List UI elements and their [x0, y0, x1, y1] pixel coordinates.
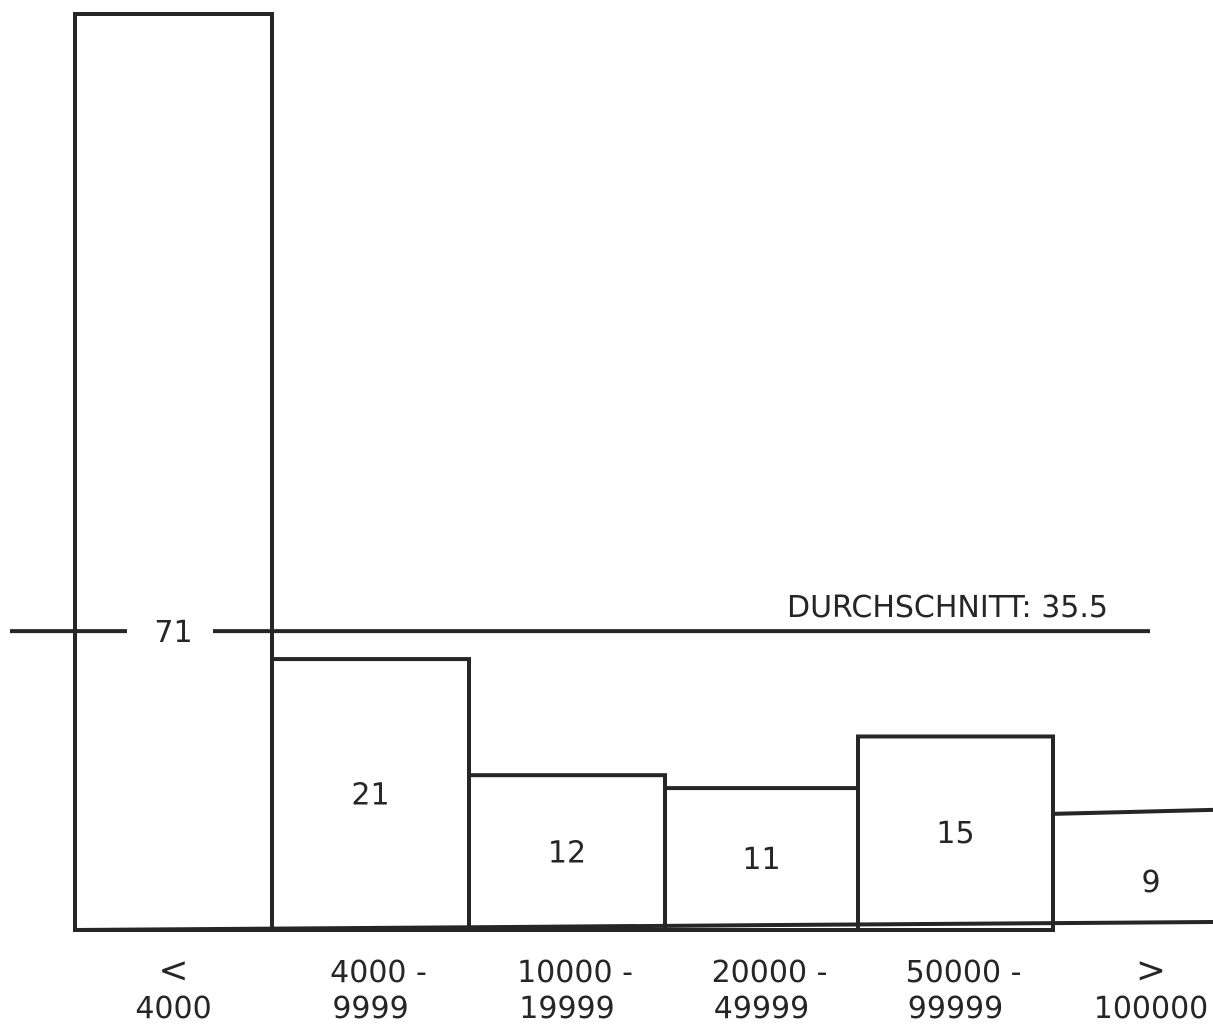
bar-0 [73, 12, 274, 932]
bars [73, 12, 1213, 933]
value-label-0: 71 [154, 615, 192, 650]
value-label-1: 21 [351, 778, 389, 813]
average-reference-line: DURCHSCHNITT: 35.5 [10, 590, 1150, 634]
category-label-4-line-0: 50000 - [906, 955, 1022, 990]
bar-5 [1051, 807, 1213, 930]
category-label-3-line-0: 20000 - [712, 955, 828, 990]
value-label-5: 9 [1141, 865, 1160, 900]
category-label-5-line-0: > [1136, 950, 1166, 991]
value-label-2: 12 [548, 836, 586, 871]
category-tick-labels: <4000 4000 -9999 10000 -19999 20000 -49999 5… [135, 950, 1208, 1025]
category-label-3-line-1: 49999 [714, 991, 809, 1025]
category-label-0-line-0: < [158, 950, 188, 991]
category-label-0-line-1: 4000 [135, 991, 211, 1025]
value-label-3: 11 [742, 842, 780, 877]
bar-1 [270, 657, 471, 932]
bar-3 [663, 786, 860, 933]
category-label-5-line-1: 100000 [1094, 991, 1209, 1025]
category-label-4-line-1: 99999 [908, 991, 1003, 1025]
value-labels: 71 21 12 11 15 9 [154, 615, 1160, 900]
category-label-1-line-1: 9999 [332, 991, 408, 1025]
category-label-2-line-0: 10000 - [517, 955, 633, 990]
average-label: DURCHSCHNITT: 35.5 [787, 590, 1108, 625]
category-label-1-line-0: 4000 - [330, 955, 427, 990]
x-axis-baseline [74, 920, 1213, 932]
value-label-4: 15 [936, 816, 974, 851]
bar-2 [467, 773, 667, 932]
category-label-2-line-1: 19999 [519, 991, 614, 1025]
